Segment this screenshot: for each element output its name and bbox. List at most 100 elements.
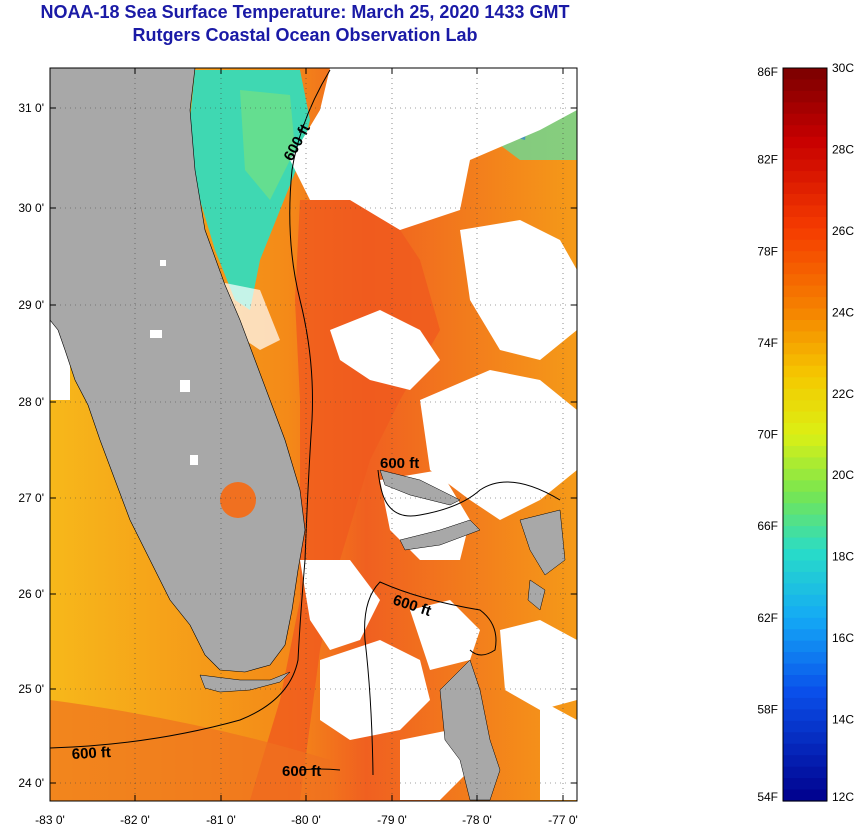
colorbar-stripe [783, 640, 827, 653]
florida-keys [199, 671, 291, 693]
colorbar-stripe [783, 652, 827, 665]
colorbar-stripe [783, 308, 827, 321]
florida-land [50, 68, 306, 673]
lat-tick-label: 29 0' [18, 298, 44, 312]
lat-tick-label: 25 0' [18, 682, 44, 696]
colorbar-stripe [783, 468, 827, 481]
colorbar-stripe [783, 136, 827, 149]
colorbar-stripe [783, 594, 827, 607]
colorbar-stripe [783, 193, 827, 207]
colorbar-stripe [783, 503, 827, 516]
lon-tick-label: -83 0' [35, 813, 65, 827]
colorbar-stripe [783, 400, 827, 413]
celsius-label: 14C [832, 713, 854, 727]
colorbar-stripe [783, 171, 827, 184]
colorbar-stripe [783, 274, 827, 287]
colorbar-stripe [783, 68, 827, 81]
colorbar-stripe [783, 377, 827, 390]
fahrenheit-label: 82F [757, 153, 778, 167]
colorbar-stripe [783, 102, 827, 115]
colorbar-stripe [783, 319, 827, 333]
colorbar-stripe [783, 297, 827, 310]
fahrenheit-label: 54F [757, 790, 778, 804]
colorbar-stripe [783, 766, 827, 779]
colorbar-stripe [783, 606, 827, 619]
lon-tick-label: -82 0' [120, 813, 150, 827]
colorbar-stripe [783, 331, 827, 344]
fahrenheit-label: 86F [757, 65, 778, 79]
colorbar-stripe [783, 354, 827, 367]
colorbar-stripe [783, 90, 827, 103]
lat-tick-label: 27 0' [18, 491, 44, 505]
colorbar-stripe [783, 228, 827, 241]
lon-tick-label: -77 0' [548, 813, 578, 827]
map-frame [49, 67, 578, 802]
fahrenheit-label: 58F [757, 702, 778, 716]
colorbar-stripe [783, 480, 827, 493]
colorbar-stripe [783, 755, 827, 768]
colorbar-stripe [783, 720, 827, 733]
colorbar: 86F 82F 78F 74F 70F 66F 62F 58F 54F 30C 28C 26C 24C… [757, 61, 854, 804]
colorbar-stripe [783, 663, 827, 676]
lon-tick-label: -81 0' [206, 813, 236, 827]
bahamas-islands [379, 469, 566, 801]
contour-label: 600 ft [282, 763, 321, 780]
celsius-label: 12C [832, 790, 854, 804]
colorbar-stripe [783, 617, 827, 630]
graticule [50, 68, 577, 801]
lon-tick-label: -78 0' [462, 813, 492, 827]
lon-tick-label: -79 0' [377, 813, 407, 827]
colorbar-stripe [783, 388, 827, 401]
lat-tick-label: 26 0' [18, 587, 44, 601]
isobath-600ft [50, 69, 561, 776]
colorbar-stripe [783, 365, 827, 378]
lat-tick-label: 28 0' [18, 395, 44, 409]
celsius-label: 20C [832, 468, 854, 482]
colorbar-stripe [783, 789, 827, 802]
colorbar-stripe [783, 537, 827, 550]
colorbar-stripe [783, 182, 827, 195]
colorbar-stripe [783, 216, 827, 229]
celsius-label: 26C [832, 224, 854, 238]
lat-tick-label: 24 0' [18, 776, 44, 790]
celsius-label: 18C [832, 550, 854, 564]
colorbar-stripe [783, 571, 827, 584]
axis-ticks [50, 68, 577, 801]
colorbar-stripe [783, 445, 827, 459]
colorbar-stripe [783, 697, 827, 710]
colorbar-stripe [783, 675, 827, 688]
celsius-label: 16C [832, 631, 854, 645]
colorbar-stripe [783, 79, 827, 92]
lon-tick-label: -80 0' [291, 813, 321, 827]
colorbar-stripe [783, 778, 827, 791]
colorbar-stripe [783, 159, 827, 172]
contour-label: 600 ft [71, 744, 111, 763]
celsius-label: 22C [832, 387, 854, 401]
latitude-axis: 31 0' 30 0' 29 0' 28 0' 27 0' 26 0' 25 0… [18, 101, 44, 790]
colorbar-stripe [783, 205, 827, 218]
colorbar-stripe [783, 434, 827, 447]
fahrenheit-label: 74F [757, 336, 778, 350]
fahrenheit-scale: 86F 82F 78F 74F 70F 66F 62F 58F 54F [757, 65, 778, 804]
colorbar-gradient [783, 68, 827, 802]
colorbar-stripe [783, 423, 827, 436]
colorbar-stripe [783, 732, 827, 745]
contour-label: 600 ft [380, 455, 419, 472]
colorbar-stripe [783, 709, 827, 722]
colorbar-stripe [783, 342, 827, 355]
map-subtitle: Rutgers Coastal Ocean Observation Lab [132, 25, 478, 45]
colorbar-stripe [783, 239, 827, 252]
colorbar-stripe [783, 457, 827, 470]
colorbar-stripe [783, 526, 827, 539]
celsius-label: 24C [832, 305, 854, 319]
colorbar-stripe [783, 743, 827, 756]
lat-tick-label: 31 0' [18, 101, 44, 115]
colorbar-stripe [783, 549, 827, 562]
colorbar-stripe [783, 125, 827, 138]
colorbar-stripe [783, 560, 827, 573]
lake-okeechobee [220, 482, 256, 518]
colorbar-stripe [783, 686, 827, 699]
colorbar-stripe [783, 113, 827, 126]
celsius-label: 30C [832, 61, 854, 75]
